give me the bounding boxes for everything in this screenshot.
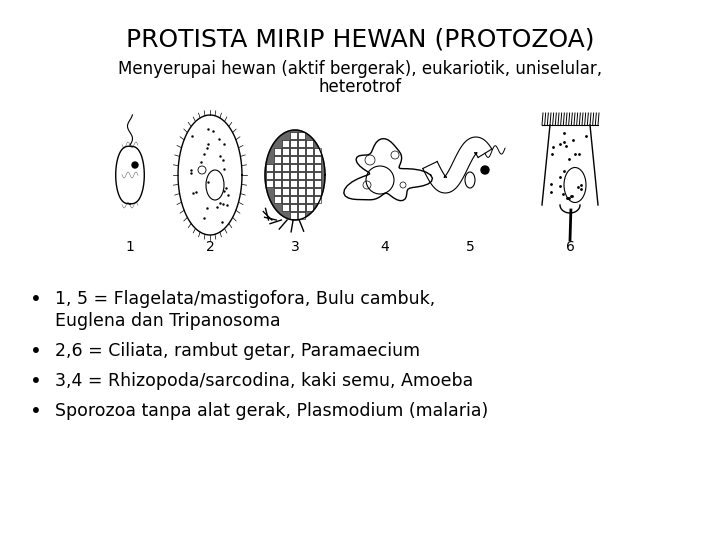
Bar <box>266 179 272 186</box>
Bar <box>313 195 320 202</box>
Bar <box>305 172 312 179</box>
Bar <box>274 164 281 171</box>
Bar <box>305 164 312 171</box>
Bar <box>305 179 312 186</box>
Bar <box>282 179 289 186</box>
Bar <box>297 204 305 211</box>
Bar <box>297 187 305 194</box>
Bar <box>313 156 320 163</box>
Text: •: • <box>30 342 42 361</box>
Bar <box>297 147 305 154</box>
Text: •: • <box>30 290 42 309</box>
Bar <box>274 147 281 154</box>
Bar <box>274 156 281 163</box>
Bar <box>313 147 320 154</box>
Bar <box>289 172 297 179</box>
Text: Menyerupai hewan (aktif bergerak), eukariotik, uniselular,: Menyerupai hewan (aktif bergerak), eukar… <box>118 60 602 78</box>
Bar <box>289 179 297 186</box>
Bar <box>289 195 297 202</box>
Bar <box>297 212 305 219</box>
Bar <box>282 156 289 163</box>
Text: 3,4 = Rhizopoda/sarcodina, kaki semu, Amoeba: 3,4 = Rhizopoda/sarcodina, kaki semu, Am… <box>55 372 473 390</box>
Text: •: • <box>30 372 42 391</box>
Bar <box>274 195 281 202</box>
Bar <box>282 195 289 202</box>
Bar <box>305 156 312 163</box>
Bar <box>297 195 305 202</box>
Text: •: • <box>30 402 42 421</box>
Bar <box>282 204 289 211</box>
Polygon shape <box>265 130 325 220</box>
Bar <box>289 147 297 154</box>
Text: 1: 1 <box>125 240 135 254</box>
Bar <box>297 156 305 163</box>
Bar <box>297 139 305 146</box>
Bar <box>282 147 289 154</box>
Bar <box>305 195 312 202</box>
Bar <box>305 147 312 154</box>
Text: PROTISTA MIRIP HEWAN (PROTOZOA): PROTISTA MIRIP HEWAN (PROTOZOA) <box>126 28 594 52</box>
Bar <box>266 164 272 171</box>
Bar <box>266 172 272 179</box>
Text: 2: 2 <box>206 240 215 254</box>
Text: heterotrof: heterotrof <box>318 78 402 96</box>
Bar <box>289 204 297 211</box>
Bar <box>297 172 305 179</box>
Bar <box>297 179 305 186</box>
Bar <box>274 172 281 179</box>
Bar <box>289 212 297 219</box>
Bar <box>282 172 289 179</box>
Bar <box>305 139 312 146</box>
Bar <box>282 164 289 171</box>
Circle shape <box>132 162 138 168</box>
Text: 3: 3 <box>291 240 300 254</box>
Bar <box>305 204 312 211</box>
Bar <box>289 139 297 146</box>
Circle shape <box>481 166 489 174</box>
Bar <box>289 156 297 163</box>
Text: 6: 6 <box>566 240 575 254</box>
Bar <box>297 132 305 138</box>
Bar <box>313 164 320 171</box>
Text: 2,6 = Ciliata, rambut getar, Paramaecium: 2,6 = Ciliata, rambut getar, Paramaecium <box>55 342 420 360</box>
Bar <box>313 172 320 179</box>
Bar <box>274 187 281 194</box>
Text: 5: 5 <box>466 240 474 254</box>
Bar <box>282 187 289 194</box>
Bar <box>305 187 312 194</box>
Bar <box>297 164 305 171</box>
Text: Sporozoa tanpa alat gerak, Plasmodium (malaria): Sporozoa tanpa alat gerak, Plasmodium (m… <box>55 402 488 420</box>
Text: 1, 5 = Flagelata/mastigofora, Bulu cambuk,: 1, 5 = Flagelata/mastigofora, Bulu cambu… <box>55 290 436 308</box>
Text: 4: 4 <box>381 240 390 254</box>
Text: Euglena dan Tripanosoma: Euglena dan Tripanosoma <box>55 312 281 330</box>
Bar <box>289 187 297 194</box>
Bar <box>313 179 320 186</box>
Bar <box>313 187 320 194</box>
Bar <box>289 132 297 138</box>
Bar <box>274 179 281 186</box>
Bar <box>289 164 297 171</box>
Bar <box>282 139 289 146</box>
